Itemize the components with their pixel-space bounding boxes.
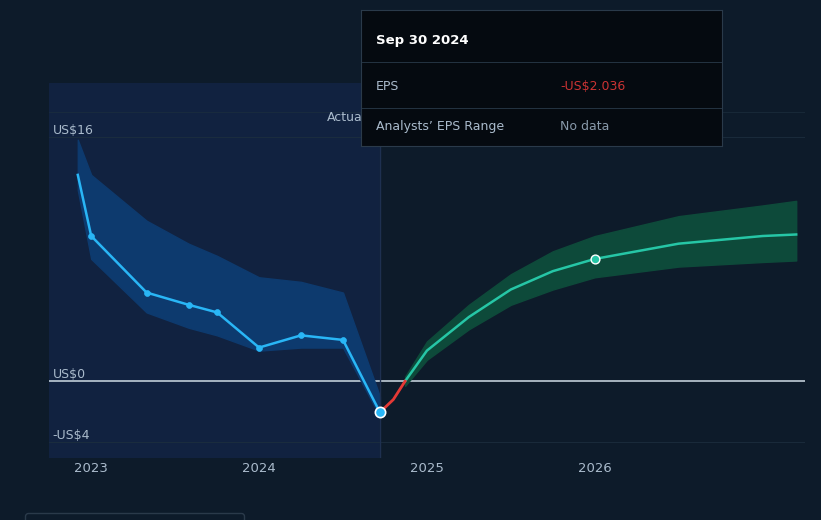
Text: US$16: US$16 [53, 124, 94, 137]
Legend: EPS, Analysts' EPS Range: EPS, Analysts' EPS Range [25, 513, 244, 520]
Text: Sep 30 2024: Sep 30 2024 [376, 34, 468, 47]
Text: Analysts’ EPS Range: Analysts’ EPS Range [376, 120, 504, 133]
Point [182, 301, 195, 309]
Point [295, 331, 308, 340]
Text: -US$2.036: -US$2.036 [560, 80, 625, 93]
Text: -US$4: -US$4 [53, 430, 90, 443]
Text: US$0: US$0 [53, 368, 85, 381]
Text: EPS: EPS [376, 80, 399, 93]
Point [337, 336, 350, 344]
Point [85, 232, 98, 240]
Point [588, 255, 601, 263]
Point [210, 308, 223, 317]
Bar [49, 83, 380, 458]
Point [374, 408, 387, 417]
Bar [380, 83, 805, 458]
Text: Actual: Actual [328, 111, 366, 124]
Text: No data: No data [560, 120, 609, 133]
Point [253, 343, 266, 352]
Text: Analysts Forecasts: Analysts Forecasts [393, 111, 510, 124]
Point [140, 289, 154, 297]
